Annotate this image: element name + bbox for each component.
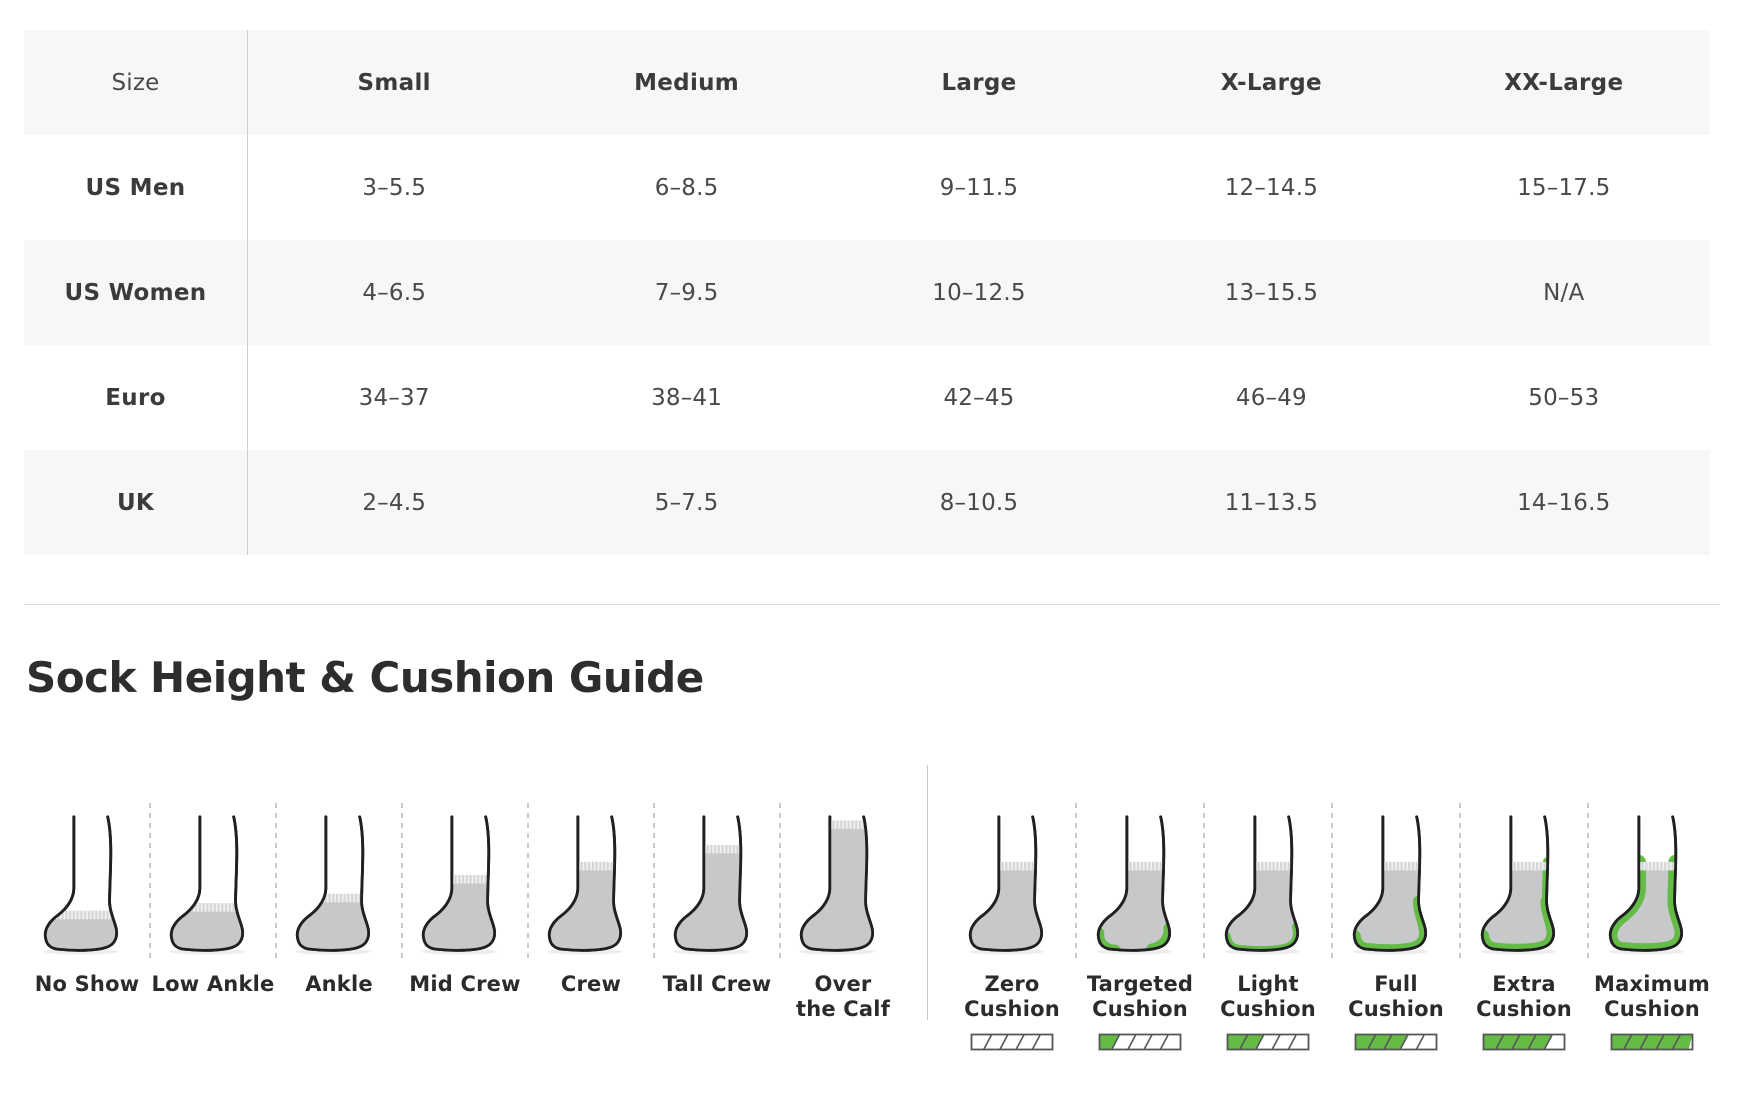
cushion-item-zero-cushion: Zero Cushion xyxy=(948,803,1077,1051)
table-cell: 5–7.5 xyxy=(654,489,719,516)
guide-group-divider xyxy=(926,765,928,1021)
column-header-x-large: X-Large xyxy=(1220,69,1322,96)
table-cell: 42–45 xyxy=(943,384,1015,411)
sock-icon xyxy=(1352,815,1428,955)
height-item-over-the-calf: Over the Calf xyxy=(780,813,906,1022)
dashed-separator xyxy=(1331,803,1333,964)
sock-icon xyxy=(1224,815,1300,955)
cushion-level-bar xyxy=(1482,1033,1566,1051)
cushion-label: Zero Cushion xyxy=(964,972,1060,1021)
table-cell: 15–17.5 xyxy=(1517,174,1611,201)
column-header-medium: Medium xyxy=(634,69,740,96)
height-item-no-show: No Show xyxy=(24,803,151,997)
height-item-tall-crew: Tall Crew xyxy=(654,803,781,997)
table-cell: 9–11.5 xyxy=(939,174,1019,201)
cushion-level-bar xyxy=(1610,1033,1694,1051)
sock-height-label: Low Ankle xyxy=(151,972,275,997)
dashed-separator xyxy=(149,803,151,964)
table-cell: 11–13.5 xyxy=(1224,489,1319,516)
table-row-euro: Euro 34–37 38–41 42–45 46–49 50–53 xyxy=(24,345,1710,450)
row-label: US Women xyxy=(24,240,248,345)
cushion-item-targeted-cushion: Targeted Cushion xyxy=(1076,803,1205,1051)
cushion-level-bar xyxy=(1354,1033,1438,1051)
table-cell: 2–4.5 xyxy=(362,489,427,516)
table-header-row: Size Small Medium Large X-Large XX-Large xyxy=(24,30,1710,135)
dashed-separator xyxy=(1459,803,1461,964)
table-cell: 10–12.5 xyxy=(932,279,1026,306)
dashed-separator xyxy=(401,803,403,964)
table-cell: 46–49 xyxy=(1235,384,1307,411)
sock-height-label: Crew xyxy=(560,972,622,997)
table-cell: 34–37 xyxy=(358,384,430,411)
cushion-item-light-cushion: Light Cushion xyxy=(1204,803,1333,1051)
cushion-item-full-cushion: Full Cushion xyxy=(1332,803,1461,1051)
sock-height-label: Ankle xyxy=(305,972,373,997)
cushion-level-bar xyxy=(970,1033,1054,1051)
cushion-level-bar xyxy=(1226,1033,1310,1051)
column-header-large: Large xyxy=(941,69,1017,96)
table-row-us-men: US Men 3–5.5 6–8.5 9–11.5 12–14.5 15–17.… xyxy=(24,135,1710,240)
cushion-item-extra-cushion: Extra Cushion xyxy=(1460,803,1589,1051)
guide-section-title: Sock Height & Cushion Guide xyxy=(26,653,704,702)
cushion-label: Targeted Cushion xyxy=(1086,972,1194,1021)
section-divider xyxy=(24,604,1720,605)
sock-height-label: No Show xyxy=(34,972,140,997)
height-item-ankle: Ankle xyxy=(276,803,403,997)
dashed-separator xyxy=(779,803,781,964)
sock-icon xyxy=(295,815,371,955)
table-cell: 4–6.5 xyxy=(362,279,427,306)
table-cell: 50–53 xyxy=(1528,384,1600,411)
dashed-separator xyxy=(653,803,655,964)
cushion-label: Light Cushion xyxy=(1220,972,1316,1021)
sock-guide-row: No Show Low Ankle Ankle Mid Crew xyxy=(24,765,1744,1068)
dashed-separator xyxy=(1075,803,1077,964)
sock-icon xyxy=(169,815,245,955)
table-row-uk: UK 2–4.5 5–7.5 8–10.5 11–13.5 14–16.5 xyxy=(24,450,1710,555)
table-row-us-women: US Women 4–6.5 7–9.5 10–12.5 13–15.5 N/A xyxy=(24,240,1710,345)
height-item-crew: Crew xyxy=(528,803,655,997)
sock-icon xyxy=(547,815,623,955)
height-item-mid-crew: Mid Crew xyxy=(402,803,529,997)
height-item-low-ankle: Low Ankle xyxy=(150,803,277,997)
dashed-separator xyxy=(1203,803,1205,964)
sock-icon xyxy=(1480,815,1556,955)
table-cell: 3–5.5 xyxy=(362,174,427,201)
column-header-xx-large: XX-Large xyxy=(1504,69,1624,96)
row-label: UK xyxy=(24,450,248,555)
table-cell: 13–15.5 xyxy=(1224,279,1319,306)
sock-icon xyxy=(799,815,875,955)
table-cell: N/A xyxy=(1543,279,1585,306)
sock-icon xyxy=(1096,815,1172,955)
table-cell: 12–14.5 xyxy=(1224,174,1319,201)
cushion-label: Extra Cushion xyxy=(1476,972,1572,1021)
cushion-level-bar xyxy=(1098,1033,1182,1051)
sock-icon xyxy=(673,815,749,955)
sock-height-label: Mid Crew xyxy=(409,972,521,997)
column-header-size: Size xyxy=(24,30,248,135)
sock-height-label: Tall Crew xyxy=(662,972,772,997)
cushion-item-maximum-cushion: Maximum Cushion xyxy=(1588,813,1716,1051)
table-cell: 7–9.5 xyxy=(654,279,719,306)
table-cell: 38–41 xyxy=(651,384,723,411)
dashed-separator xyxy=(527,803,529,964)
sock-icon xyxy=(1608,815,1684,955)
row-label: US Men xyxy=(24,135,248,240)
cushion-label: Maximum Cushion xyxy=(1594,972,1710,1021)
sock-icon xyxy=(968,815,1044,955)
dashed-separator xyxy=(275,803,277,964)
sock-height-label: Over the Calf xyxy=(795,972,891,1021)
table-cell: 6–8.5 xyxy=(654,174,719,201)
column-header-small: Small xyxy=(357,69,431,96)
row-label: Euro xyxy=(24,345,248,450)
cushion-label: Full Cushion xyxy=(1348,972,1444,1021)
size-chart-table: Size Small Medium Large X-Large XX-Large… xyxy=(24,30,1710,555)
sock-icon xyxy=(43,815,119,955)
table-cell: 14–16.5 xyxy=(1517,489,1611,516)
dashed-separator xyxy=(1587,803,1589,964)
table-cell: 8–10.5 xyxy=(939,489,1019,516)
sock-icon xyxy=(421,815,497,955)
